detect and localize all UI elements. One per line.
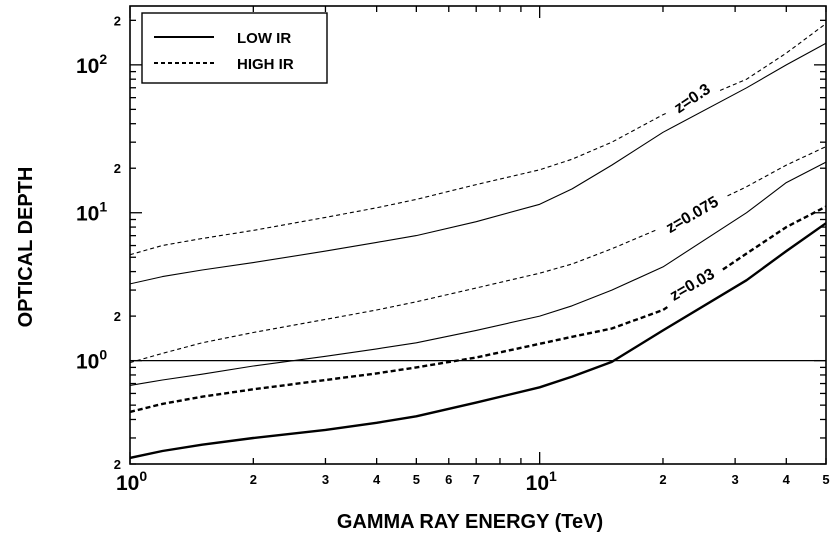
- curve-labels: z=0.3 z=0.075 z=0.03: [653, 72, 729, 309]
- x-minor-tick-label: 6: [445, 472, 452, 487]
- y-minor-tick-label: 2: [114, 457, 121, 472]
- x-axis-title: GAMMA RAY ENERGY (TeV): [337, 511, 603, 533]
- curve-label: z=0.3: [661, 72, 721, 122]
- series-layer: [130, 23, 826, 460]
- x-minor-tick-label: 5: [413, 472, 420, 487]
- x-minor-tick-label: 2: [250, 472, 257, 487]
- x-minor-tick-label: 2: [659, 472, 666, 487]
- x-minor-tick-label: 5: [822, 472, 829, 487]
- x-minor-tick-label: 4: [373, 472, 381, 487]
- x-minor-tick-label: 7: [473, 472, 480, 487]
- curve-label: z=0.03: [657, 257, 725, 309]
- y-major-tick-label: 102: [76, 51, 107, 78]
- legend: LOW IR HIGH IR: [141, 12, 328, 84]
- y-major-tick-label: 100: [76, 347, 107, 374]
- series-line-z0075-solid: [130, 161, 826, 386]
- y-minor-tick-label: 2: [114, 309, 121, 324]
- legend-label: HIGH IR: [237, 56, 294, 73]
- x-minor-tick-label: 3: [322, 472, 329, 487]
- curve-label: z=0.075: [653, 184, 729, 242]
- y-minor-tick-label: 2: [114, 13, 121, 28]
- x-minor-tick-label: 4: [783, 472, 791, 487]
- curve-label-bg: [653, 184, 729, 242]
- curve-label-bg: [661, 72, 721, 122]
- axes: 100 101 2 3 4 5 6 7 2 3 4 5 100 101 102 2 2 2 2: [76, 5, 830, 495]
- y-axis-title: OPTICAL DEPTH: [15, 167, 37, 328]
- curve-label-bg: [657, 257, 725, 309]
- series-line-z0075-dashed: [130, 146, 826, 364]
- series-line-z003-solid: [130, 222, 826, 460]
- legend-box: [141, 12, 328, 84]
- x-major-tick-label: 101: [526, 468, 557, 495]
- series-line-z03-dashed: [130, 23, 826, 256]
- legend-label: LOW IR: [237, 30, 291, 47]
- x-major-tick-label: 100: [116, 468, 147, 495]
- series-line-z003-dashed: [130, 205, 826, 414]
- x-minor-tick-label: 3: [732, 472, 739, 487]
- y-major-tick-label: 101: [76, 199, 107, 226]
- y-minor-tick-label: 2: [114, 161, 121, 176]
- series-line-z03-solid: [130, 42, 826, 285]
